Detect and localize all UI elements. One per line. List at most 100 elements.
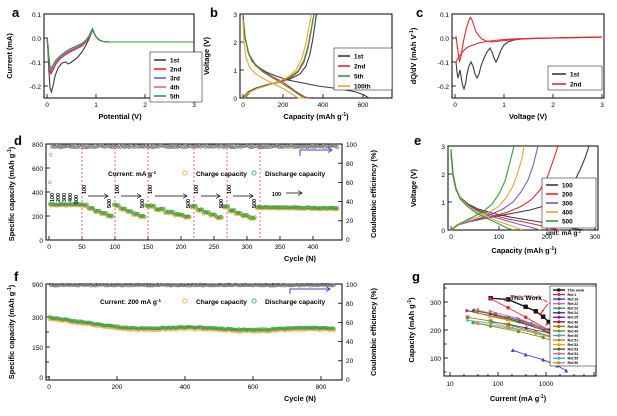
d-rate-c3-100: 100 [148,185,154,194]
c-xtick-1: 1 [502,102,506,109]
g-legend-label-4: Ref.23 [568,307,579,311]
panel-e-legend: 100 200 300 400 500 unit: mA g-1 [541,177,597,237]
a-legend-5th: 5th [170,94,180,101]
d-rate-500: 500 [74,195,80,204]
b-xlabel: Capacity (mAh g-1) [283,112,349,121]
f-current-annotation: Current: 200 mA g-1 [100,298,161,307]
a-legend-1st: 1st [170,58,180,65]
f-xtick-600: 600 [248,384,259,391]
d-ytick-200: 200 [32,214,43,221]
c-xlabel: Voltage (V) [509,112,548,121]
e-legend-200: 200 [562,192,573,199]
f-xtick-400: 400 [180,384,191,391]
f-ytick-r-100: 100 [346,282,357,289]
e-xtick-200: 200 [542,234,553,241]
f-ytick-900: 900 [32,282,43,289]
g-legend-label-14: Ref.54 [568,352,579,356]
d-ytick-r-60: 60 [346,180,354,187]
d-ylabel: Specific capacity (mAh g-1) [7,146,16,241]
d-rate-c2-500: 500 [140,199,146,208]
panel-f-efficiency-points [47,282,336,322]
f-xlabel: Cycle (N) [284,394,317,403]
panel-g: g 300 200 100 10 [398,268,617,416]
e-xlabel: Capacity (mAh g-1) [491,246,557,255]
d-rate-c3-500: 500 [186,199,192,208]
f-xtick-0: 0 [47,384,51,391]
d-current-annotation: Current: mA g-1 [108,170,157,179]
f-ytick-r-0: 0 [346,377,350,384]
d-rate-300: 300 [62,193,68,202]
d-ytick-0: 0 [39,238,43,245]
panel-g-chart: 300 200 100 10 100 1000 [407,283,597,403]
a-ytick-2: -0.1 [30,60,42,67]
d-ytick-r-40: 40 [346,199,354,206]
g-legend-label-5: Ref.24 [568,311,579,315]
g-xtick-1000: 1000 [539,381,554,388]
panel-g-label: g [412,269,420,284]
g-legend-label-11: Ref.51 [568,338,579,342]
d-ytick-400: 400 [32,190,43,197]
panel-a-curves [46,27,194,94]
a-xtick-3: 3 [192,102,196,109]
panel-d-capacity-points [47,201,340,221]
d-xtick-100: 100 [110,244,121,251]
e-xtick-0: 0 [449,234,453,241]
a-legend-4th: 4th [170,85,180,92]
panel-e-label: e [414,133,422,148]
f-ytick-r-20: 20 [346,358,354,365]
e-legend-300: 300 [562,201,573,208]
f-ylabel: Specific capacity (mAh g-1) [7,284,16,379]
f-xtick-200: 200 [112,384,123,391]
b-xtick-1: 200 [278,102,289,109]
g-legend-label-12: Ref.52 [568,343,579,347]
a-ylabel: Current (mA) [5,33,14,79]
a-ytick-0: 0.1 [32,12,41,19]
d-rate-400: 400 [68,193,74,202]
g-legend-label-10: Ref.50 [568,334,579,338]
g-xtick-10: 10 [446,381,454,388]
c-ytick-2: -0.1 [438,60,450,67]
d-rate-c2-100: 100 [115,185,121,194]
g-ytick-100: 100 [430,356,441,363]
b-legend-1st: 1st [354,54,364,61]
e-legend-400: 400 [562,210,573,217]
d-rate-200: 200 [56,193,62,202]
g-ylabel: Capacity (mAh g-1) [407,297,416,363]
c-legend-2nd: 2nd [570,82,581,89]
panel-b-legend: 1st 2nd 5th 100th [333,47,393,91]
panel-a: a 0.1 0.0 -0.1 -0.2 0 1 2 3 Potential [0,0,205,135]
d-rate-c4-100: 100 [194,185,200,194]
b-ytick-1: 1 [233,68,237,75]
d-xtick-300: 300 [242,244,253,251]
panel-c-chart: 0.1 0.0 -0.1 -0.2 0 1 2 3 Voltage (V) dQ… [409,12,605,121]
d-rate-c5-500: 500 [252,199,258,208]
panel-f-capacity-points [47,315,336,334]
d-xtick-200: 200 [176,244,187,251]
d-xtick-0: 0 [47,244,51,251]
c-ytick-1: 0.0 [440,36,449,43]
b-xtick-2: 400 [318,102,329,109]
d-legend-discharge: Discharge capacity [265,171,325,178]
f-xtick-800: 800 [316,384,327,391]
panel-g-legend: This workRef.1Ref.19Ref.22Ref.23Ref.24Re… [549,285,597,367]
b-ylabel: Voltage (V) [202,36,211,75]
panel-a-legend: 1st 2nd 3rd 4th 5th [149,51,203,103]
d-xtick-400: 400 [308,244,319,251]
g-series-ref-53 [471,308,563,340]
d-xtick-350: 350 [275,244,286,251]
a-xtick-0: 0 [45,102,49,109]
d-xlabel: Cycle (N) [284,254,317,263]
g-legend-label-0: This work [568,288,585,292]
c-legend-1st: 1st [570,72,580,79]
a-xtick-2: 2 [143,102,147,109]
panel-b-curves [242,13,370,99]
d-legend-charge: Charge capacity [196,171,247,178]
b-legend-100th: 100th [354,84,371,91]
f-legend-discharge: Discharge capacity [265,299,325,306]
d-ylabel-right: Coulombic efficiency (%) [369,150,378,238]
g-legend-label-7: Ref.46 [568,320,579,324]
panel-d-label: d [14,133,22,148]
f-ytick-r-40: 40 [346,339,354,346]
panel-a-chart: 0.1 0.0 -0.1 -0.2 0 1 2 3 Potential (V) … [5,12,203,121]
a-xlabel: Potential (V) [98,112,142,121]
